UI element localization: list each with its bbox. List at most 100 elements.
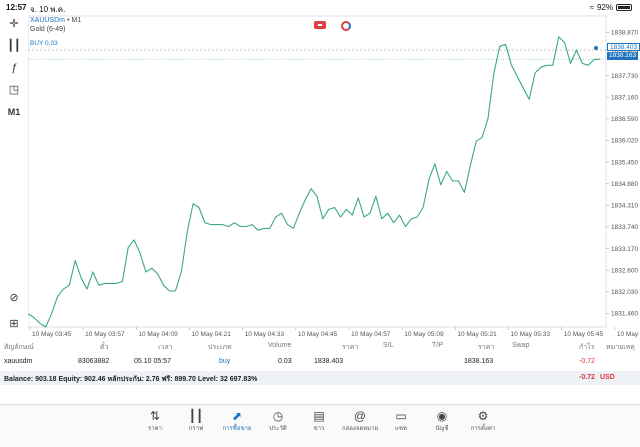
table-row[interactable]: xauusdm 83063882 05.10 05:57 buy 0.03 18… (0, 353, 640, 371)
x-tick-label: 10 May 05:21 (457, 331, 497, 338)
chart-type-icon[interactable]: ┃┃ (7, 40, 21, 52)
nav-trade-label: การซื้อขาย (222, 426, 252, 432)
y-tick-label: 1835.450 (611, 159, 638, 166)
buy-price-tag: 1838.403 (607, 43, 640, 51)
bid-price-tag: 1838.163 (607, 52, 639, 60)
zoom-icon[interactable]: ⊘ (9, 292, 19, 304)
nav-chat-label: แชท (395, 426, 407, 432)
x-tick-label: 10 May 03:57 (85, 331, 125, 338)
nav-mailbox[interactable]: @ กล่องจดหมาย (341, 409, 379, 433)
chart-candles-icon: ┃┃ (188, 409, 204, 423)
row-time: 05.10 05:57 (134, 358, 171, 365)
col-symbol: สัญลักษณ์ (4, 344, 34, 351)
col-swap: Swap (512, 342, 530, 349)
y-tick-label: 1837.730 (611, 73, 638, 80)
nav-quotes-label: ราคา (148, 426, 162, 432)
new-order-icon[interactable]: ⊞ (9, 318, 19, 330)
price-chart[interactable]: 1838.870 1838.403 1837.730 1837.160 1836.590… (28, 14, 640, 339)
y-tick-label: 1838.870 (611, 30, 638, 37)
plot-border (28, 15, 607, 328)
nav-news-label: ข่าว (313, 426, 325, 432)
y-tick-label: 1832.600 (611, 267, 638, 274)
col-ticket: ตั๋ว (100, 344, 109, 351)
price-series-line (28, 36, 601, 328)
trade-marker-icon[interactable] (594, 46, 598, 51)
col-open-price: ราคา (342, 344, 359, 351)
status-bar: 12:57 จ. 10 พ.ค. ≈ 92% (0, 0, 640, 14)
col-price: ราคา (478, 344, 495, 351)
x-tick-label: 10 May 04:09 (138, 331, 178, 338)
crosshair-icon[interactable]: ✛ (9, 18, 19, 30)
status-date: จ. 10 พ.ค. (30, 5, 66, 14)
nav-chart[interactable]: ┃┃ กราฟ (177, 409, 215, 433)
col-volume: Volume (268, 342, 292, 349)
chat-icon: ▭ (395, 409, 407, 423)
row-price: 1838.163 (464, 358, 494, 365)
x-tick-label: 10 May 03:45 (32, 331, 72, 338)
account-currency: USD (600, 374, 615, 381)
col-profit: กำไร (579, 344, 595, 351)
status-time: 12:57 (6, 3, 27, 12)
nav-settings[interactable]: ⚙ การตั้งค่า (464, 409, 502, 433)
table-header: สัญลักษณ์ ตั๋ว เวลา ประเภท Volume ราคา S… (0, 339, 640, 353)
row-type: buy (219, 358, 231, 365)
nav-account[interactable]: ◉ บัญชี (423, 409, 461, 433)
y-tick-label: 1837.160 (611, 94, 638, 101)
battery-percent: 92% (596, 3, 613, 12)
chart-symbol: XAUUSDm (30, 17, 66, 24)
nav-chat[interactable]: ▭ แชท (382, 409, 420, 433)
x-tick-label: 10 May 04:57 (351, 331, 391, 338)
x-tick-label: 10 May 05:57 (617, 331, 640, 338)
chart-toolbar: ✛ ┃┃ ƒ ◳ M1 ⊘ ⊞ (0, 14, 28, 332)
x-tick-label: 10 May 04:45 (298, 331, 338, 338)
quotes-icon: ⇅ (149, 409, 161, 423)
col-tp: T/P (432, 342, 443, 349)
period-button[interactable]: M1 (7, 107, 21, 117)
settings-icon: ⚙ (477, 409, 489, 423)
broker-flag-icon[interactable] (314, 21, 326, 29)
indicators-icon[interactable]: ƒ (10, 62, 18, 74)
col-sl: S/L (383, 342, 394, 349)
trade-icon: ⬈ (231, 409, 243, 423)
buy-line-label: BUY 0.03 (30, 40, 58, 47)
y-tick-label: 1831.460 (611, 311, 638, 318)
y-tick-label: 1832.030 (611, 289, 638, 296)
objects-icon[interactable]: ◳ (8, 84, 20, 96)
chart-subtitle: Gold (6-49) (30, 26, 66, 33)
x-tick-label: 10 May 05:33 (511, 331, 551, 338)
x-tick-label: 10 May 04:33 (245, 331, 285, 338)
nav-settings-label: การตั้งค่า (470, 426, 496, 432)
one-click-trading-icon[interactable] (341, 21, 351, 31)
chart-canvas[interactable]: 1838.870 1838.403 1837.730 1837.160 1836.590… (28, 14, 640, 339)
bottom-nav: ⇅ ราคา ┃┃ กราฟ ⬈ การซื้อขาย ◷ ประวัติ ▤ ข่าว … (0, 404, 640, 447)
nav-news[interactable]: ▤ ข่าว (300, 409, 338, 433)
mailbox-icon: @ (353, 409, 367, 423)
row-ticket: 83063882 (78, 358, 110, 365)
battery-icon (616, 4, 632, 11)
y-tick-label: 1834.310 (611, 203, 638, 210)
history-icon: ◷ (272, 409, 284, 423)
nav-mailbox-label: กล่องจดหมาย (341, 426, 379, 432)
y-tick-label: 1836.590 (611, 116, 638, 123)
y-tick-label: 1833.170 (611, 246, 638, 253)
chart-timeframe: • M1 (66, 17, 82, 24)
nav-account-label: บัญชี (435, 426, 449, 432)
y-tick-label: 1834.880 (611, 181, 638, 188)
nav-history[interactable]: ◷ ประวัติ (259, 409, 297, 433)
account-summary: Balance: 903.18 Equity: 902.46 หลักประกั… (0, 371, 640, 385)
status-right: ≈ 92% (590, 3, 632, 12)
y-tick-label: 1836.020 (611, 138, 638, 145)
col-comment: หมายเหตุ (606, 344, 635, 351)
x-tick-label: 10 May 05:09 (404, 331, 444, 338)
x-tick-label: 10 May 04:21 (192, 331, 232, 338)
nav-chart-label: กราฟ (188, 426, 204, 432)
account-summary-text: Balance: 903.18 Equity: 902.46 หลักประกั… (4, 376, 258, 383)
x-tick-label: 10 May 05:45 (564, 331, 604, 338)
row-volume: 0.03 (278, 358, 292, 365)
row-symbol: xauusdm (4, 358, 33, 365)
nav-quotes[interactable]: ⇅ ราคา (136, 409, 174, 433)
row-open-price: 1838.403 (314, 358, 344, 365)
y-tick-label: 1833.740 (611, 224, 638, 231)
nav-trade[interactable]: ⬈ การซื้อขาย (218, 409, 256, 433)
news-icon: ▤ (313, 409, 325, 423)
